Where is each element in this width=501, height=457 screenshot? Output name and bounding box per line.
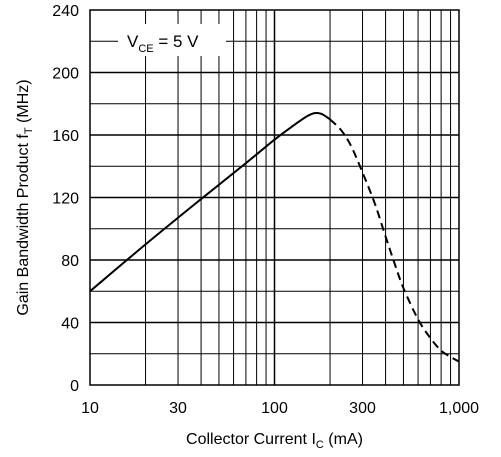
annotation-background	[118, 24, 226, 56]
x-tick-labels: 10 30 100 300 1,000	[81, 400, 479, 417]
y-tick-label: 80	[61, 253, 79, 270]
y-tick-labels: 0 40 80 120 160 200 240	[52, 3, 79, 395]
series-line-solid	[89, 111, 331, 293]
series-line-dashed	[329, 118, 460, 363]
y-tick-label: 0	[70, 378, 79, 395]
x-tick-label: 1,000	[439, 400, 479, 417]
y-tick-label: 200	[52, 66, 79, 83]
y-tick-label: 160	[52, 128, 79, 145]
vce-label: VCE = 5 V	[127, 32, 199, 55]
x-tick-label: 10	[81, 400, 99, 417]
plot-frame	[89, 9, 460, 386]
vce-annotation: VCE = 5 V	[118, 24, 226, 56]
x-axis-label: Collector Current IC (mA)	[186, 431, 363, 451]
x-tick-label: 300	[349, 400, 376, 417]
series-lines	[89, 111, 460, 363]
y-axis-label: Gain Bandwidth Product fT (MHz)	[15, 79, 35, 315]
y-tick-label: 40	[61, 316, 79, 333]
y-tick-label: 120	[52, 191, 79, 208]
x-tick-label: 100	[261, 400, 288, 417]
y-tick-label: 240	[52, 3, 79, 20]
x-tick-label: 30	[169, 400, 187, 417]
